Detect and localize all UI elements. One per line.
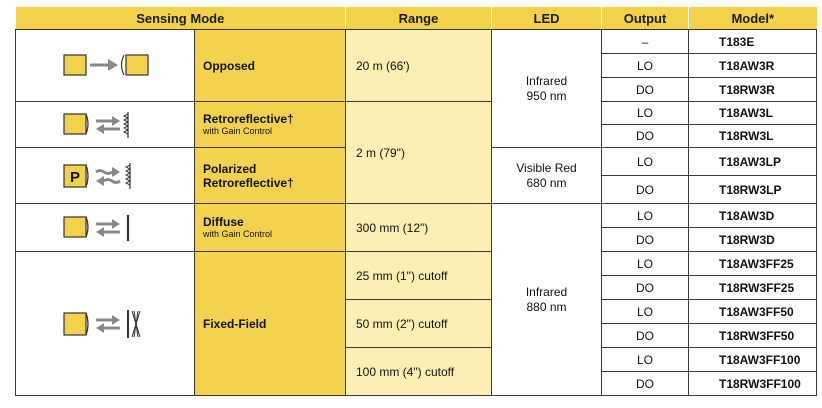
fixed-field-icon-cell <box>15 251 195 396</box>
mode-diffuse: Diffuse with Gain Control <box>194 203 346 252</box>
polarized-badge: P <box>70 169 80 186</box>
output-cell: DO <box>601 77 689 102</box>
output-cell: LO <box>601 147 689 176</box>
header-model: Model* <box>688 7 817 30</box>
diffuse-sensor-icon <box>63 214 130 241</box>
output-cell: DO <box>601 275 689 300</box>
table-row: 100 mm (4") cutoff LO T18AW3FF100 <box>16 347 817 396</box>
mode-polarized-retroreflective: Polarized Retroreflective† <box>194 147 346 204</box>
table-row: DO T18RW3L <box>16 124 817 148</box>
table-row: Diffuse with Gain Control 300 mm (12") I… <box>15 203 817 396</box>
model-cell: T18AW3FF50 <box>688 299 817 324</box>
retroreflective-sensor-icon <box>63 111 130 138</box>
table-row: Opposed 20 m (66') Infrared 950 nm – T18… <box>15 29 817 148</box>
range-ff50: 50 mm (2") cutoff <box>345 299 492 348</box>
mode-fixed-label: Fixed-Field <box>203 316 267 331</box>
mode-opposed-label: Opposed <box>203 58 256 73</box>
output-cell: – <box>601 29 689 54</box>
model-cell: T18AW3FF25 <box>688 251 817 276</box>
output-cell: LO <box>601 299 689 324</box>
output-cell: LO <box>601 347 689 372</box>
model-cell: T18AW3L <box>688 101 817 125</box>
model-cell: T18AW3LP <box>688 147 817 176</box>
opposed-sensor-icon <box>63 53 149 76</box>
header-sensing-mode: Sensing Mode <box>15 7 346 30</box>
opposed-icon-cell <box>15 29 195 102</box>
output-cell: LO <box>601 53 689 78</box>
output-cell: DO <box>601 371 689 396</box>
mode-retro-sublabel: with Gain Control <box>203 126 273 136</box>
table-row: P Polarized Retroreflective† Visible Red… <box>15 147 817 204</box>
led-infrared-880: Infrared 880 nm <box>491 203 602 396</box>
mode-fixed-field: Fixed-Field <box>194 251 346 396</box>
model-cell: T183E <box>688 29 817 54</box>
led-visible-red: Visible Red 680 nm <box>491 147 602 204</box>
output-cell: LO <box>601 251 689 276</box>
range-ff25: 25 mm (1") cutoff <box>345 251 492 300</box>
range-ff100: 100 mm (4") cutoff <box>345 347 492 396</box>
output-cell: DO <box>601 124 689 148</box>
model-cell: T18RW3LP <box>688 175 817 204</box>
range-retro-polarized: 2 m (79") <box>345 101 492 204</box>
range-opposed: 20 m (66') <box>345 29 492 102</box>
mode-retro-label: Retroreflective† <box>203 112 294 126</box>
mode-polarized-label-2: Retroreflective† <box>203 175 294 190</box>
fixed-field-sensor-icon <box>63 309 141 338</box>
table-row: Retroreflective† with Gain Control 2 m (… <box>15 101 817 204</box>
mode-polarized-label-1: Polarized <box>203 161 257 176</box>
header-range: Range <box>345 7 492 30</box>
polarized-icon-cell: P <box>15 147 195 204</box>
output-cell: LO <box>601 101 689 125</box>
output-cell: LO <box>601 203 689 228</box>
table-row: Fixed-Field 25 mm (1") cutoff LO T18AW3F… <box>15 251 817 396</box>
header-output: Output <box>601 7 689 30</box>
table-row: DO T18RW3D <box>16 227 817 252</box>
led-infrared-950: Infrared 950 nm <box>491 29 602 148</box>
table-row: DO T18RW3FF25 <box>16 275 817 300</box>
model-cell: T18RW3FF100 <box>688 371 817 396</box>
table-row: 50 mm (2") cutoff LO T18AW3FF50 <box>16 299 817 348</box>
model-cell: T18AW3FF100 <box>688 347 817 372</box>
mode-diffuse-label: Diffuse <box>203 215 244 229</box>
mode-diffuse-sublabel: with Gain Control <box>203 229 273 239</box>
model-cell: T18AW3D <box>688 203 817 228</box>
diffuse-icon-cell <box>15 203 195 252</box>
model-cell: T18RW3FF50 <box>688 323 817 348</box>
models-table: Sensing Mode Range LED Output Model* Opp… <box>15 7 817 396</box>
model-cell: T18RW3L <box>688 124 817 148</box>
model-cell: T18AW3R <box>688 53 817 78</box>
polarized-sensor-icon: P <box>63 162 132 189</box>
header-led: LED <box>491 7 602 30</box>
mode-retroreflective: Retroreflective† with Gain Control <box>194 101 346 148</box>
output-cell: DO <box>601 175 689 204</box>
output-cell: DO <box>601 227 689 252</box>
retro-icon-cell <box>15 101 195 148</box>
model-cell: T18RW3FF25 <box>688 275 817 300</box>
mode-opposed: Opposed <box>194 29 346 102</box>
table-row: DO T18RW3LP <box>16 175 817 204</box>
table-row: DO T18RW3FF100 <box>16 371 817 396</box>
model-cell: T18RW3D <box>688 227 817 252</box>
output-cell: DO <box>601 323 689 348</box>
model-cell: T18RW3R <box>688 77 817 102</box>
table-row: DO T18RW3FF50 <box>16 323 817 348</box>
range-diffuse: 300 mm (12") <box>345 203 492 252</box>
header-row: Sensing Mode Range LED Output Model* <box>15 7 817 30</box>
